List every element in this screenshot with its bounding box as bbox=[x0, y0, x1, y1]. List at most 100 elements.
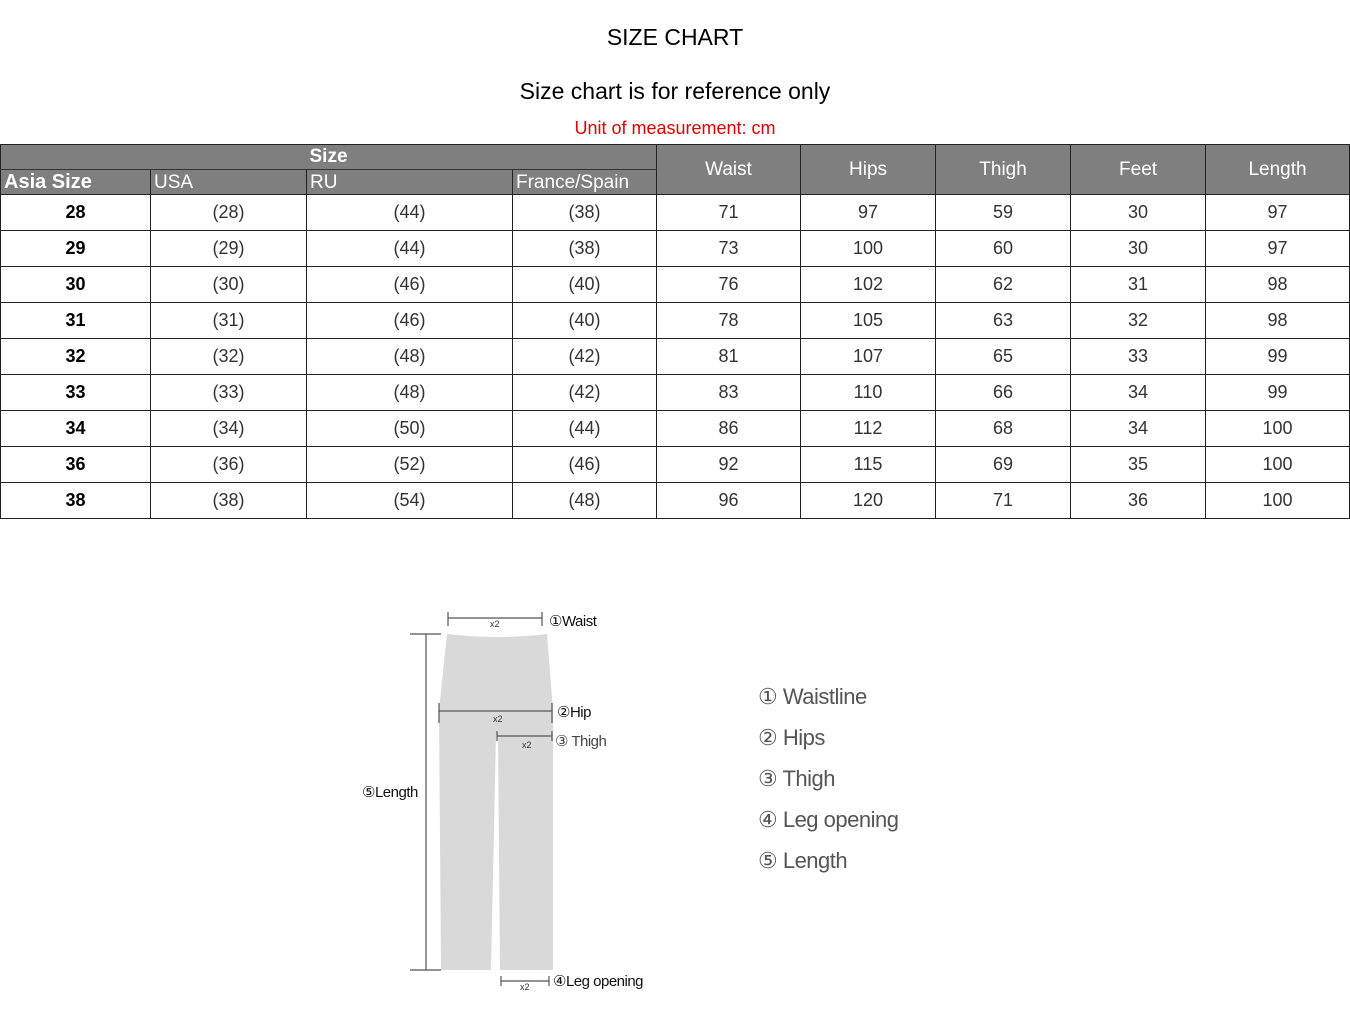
table-row: 33 (33) (48) (42) 83 110 66 34 99 bbox=[0, 374, 1350, 411]
header-asia-size: Asia Size bbox=[0, 169, 151, 195]
table-cell: 34 bbox=[1070, 410, 1207, 447]
table-cell: 97 bbox=[800, 194, 937, 231]
table-cell: 102 bbox=[800, 266, 937, 303]
table-cell: (40) bbox=[511, 266, 658, 303]
table-cell: 60 bbox=[935, 230, 1072, 267]
table-cell: (46) bbox=[511, 446, 658, 483]
table-cell: 31 bbox=[0, 302, 151, 339]
table-cell: (31) bbox=[150, 302, 307, 339]
table-cell: 30 bbox=[1070, 194, 1207, 231]
table-cell: 36 bbox=[1070, 482, 1207, 519]
header-length: Length bbox=[1205, 144, 1350, 195]
table-row: 30 (30) (46) (40) 76 102 62 31 98 bbox=[0, 266, 1350, 303]
table-cell: (38) bbox=[150, 482, 307, 519]
header-thigh: Thigh bbox=[935, 144, 1072, 195]
table-cell: (38) bbox=[511, 194, 658, 231]
table-cell: 81 bbox=[656, 338, 802, 375]
table-cell: 100 bbox=[800, 230, 937, 267]
table-cell: (44) bbox=[306, 194, 513, 231]
table-cell: 33 bbox=[1070, 338, 1207, 375]
header-feet: Feet bbox=[1070, 144, 1207, 195]
subtitle: Size chart is for reference only bbox=[519, 78, 831, 104]
table-cell: 71 bbox=[935, 482, 1072, 519]
table-cell: (34) bbox=[150, 410, 307, 447]
table-cell: 120 bbox=[800, 482, 937, 519]
table-cell: 28 bbox=[0, 194, 151, 231]
table-cell: 98 bbox=[1205, 302, 1350, 339]
table-cell: (48) bbox=[511, 482, 658, 519]
table-cell: 30 bbox=[1070, 230, 1207, 267]
table-cell: (42) bbox=[511, 374, 658, 411]
label-waist: ①Waist bbox=[549, 613, 597, 630]
table-cell: (46) bbox=[306, 302, 513, 339]
table-cell: 62 bbox=[935, 266, 1072, 303]
table-cell: 73 bbox=[656, 230, 802, 267]
table-cell: 65 bbox=[935, 338, 1072, 375]
table-cell: 97 bbox=[1205, 194, 1350, 231]
table-cell: (48) bbox=[306, 338, 513, 375]
table-cell: 78 bbox=[656, 302, 802, 339]
legend-leg-opening: ④ Leg opening bbox=[758, 807, 899, 832]
table-cell: (44) bbox=[511, 410, 658, 447]
table-cell: 38 bbox=[0, 482, 151, 519]
header-usa: USA bbox=[150, 169, 307, 195]
x2-leg: x2 bbox=[520, 982, 530, 992]
pants-shape bbox=[439, 634, 553, 970]
size-table: Size Waist Hips Thigh Feet Length Asia S… bbox=[0, 144, 1350, 519]
table-cell: 105 bbox=[800, 302, 937, 339]
label-thigh: ③ Thigh bbox=[555, 733, 607, 750]
table-cell: 99 bbox=[1205, 374, 1350, 411]
table-cell: 97 bbox=[1205, 230, 1350, 267]
table-cell: 83 bbox=[656, 374, 802, 411]
table-cell: 29 bbox=[0, 230, 151, 267]
header-waist: Waist bbox=[656, 144, 802, 195]
table-cell: (29) bbox=[150, 230, 307, 267]
table-row: 32 (32) (48) (42) 81 107 65 33 99 bbox=[0, 338, 1350, 375]
table-cell: (30) bbox=[150, 266, 307, 303]
unit-note: Unit of measurement: cm bbox=[574, 118, 776, 138]
legend-length: ⑤ Length bbox=[758, 848, 848, 873]
x2-hip: x2 bbox=[493, 714, 503, 724]
table-cell: 34 bbox=[1070, 374, 1207, 411]
legend-waistline: ① Waistline bbox=[758, 684, 867, 709]
table-cell: (44) bbox=[306, 230, 513, 267]
table-cell: 76 bbox=[656, 266, 802, 303]
table-row: 29 (29) (44) (38) 73 100 60 30 97 bbox=[0, 230, 1350, 267]
table-cell: 107 bbox=[800, 338, 937, 375]
page-title: SIZE CHART bbox=[606, 24, 744, 50]
table-cell: (36) bbox=[150, 446, 307, 483]
table-cell: (48) bbox=[306, 374, 513, 411]
label-leg-opening: ④Leg opening bbox=[553, 973, 644, 990]
table-cell: (28) bbox=[150, 194, 307, 231]
label-length: ⑤Length bbox=[362, 784, 418, 801]
table-cell: (52) bbox=[306, 446, 513, 483]
measurement-legend: ① Waistline ② Hips ③ Thigh ④ Leg opening… bbox=[758, 684, 899, 889]
table-cell: 34 bbox=[0, 410, 151, 447]
table-cell: (38) bbox=[511, 230, 658, 267]
table-cell: (40) bbox=[511, 302, 658, 339]
table-cell: 112 bbox=[800, 410, 937, 447]
x2-waist: x2 bbox=[490, 619, 500, 629]
table-cell: 30 bbox=[0, 266, 151, 303]
table-cell: 35 bbox=[1070, 446, 1207, 483]
label-hip: ②Hip bbox=[557, 704, 591, 721]
table-cell: 32 bbox=[0, 338, 151, 375]
table-cell: (33) bbox=[150, 374, 307, 411]
table-cell: (42) bbox=[511, 338, 658, 375]
table-cell: 59 bbox=[935, 194, 1072, 231]
table-cell: 100 bbox=[1205, 446, 1350, 483]
table-cell: 92 bbox=[656, 446, 802, 483]
header-ru: RU bbox=[306, 169, 513, 195]
measure-lines bbox=[410, 612, 553, 986]
table-cell: 115 bbox=[800, 446, 937, 483]
table-cell: 69 bbox=[935, 446, 1072, 483]
table-cell: 100 bbox=[1205, 410, 1350, 447]
table-cell: 32 bbox=[1070, 302, 1207, 339]
pants-diagram bbox=[410, 612, 553, 986]
table-cell: 71 bbox=[656, 194, 802, 231]
table-row: 28 (28) (44) (38) 71 97 59 30 97 bbox=[0, 194, 1350, 231]
legend-hips: ② Hips bbox=[758, 725, 825, 750]
table-cell: (54) bbox=[306, 482, 513, 519]
legend-thigh: ③ Thigh bbox=[758, 766, 835, 791]
table-cell: 31 bbox=[1070, 266, 1207, 303]
